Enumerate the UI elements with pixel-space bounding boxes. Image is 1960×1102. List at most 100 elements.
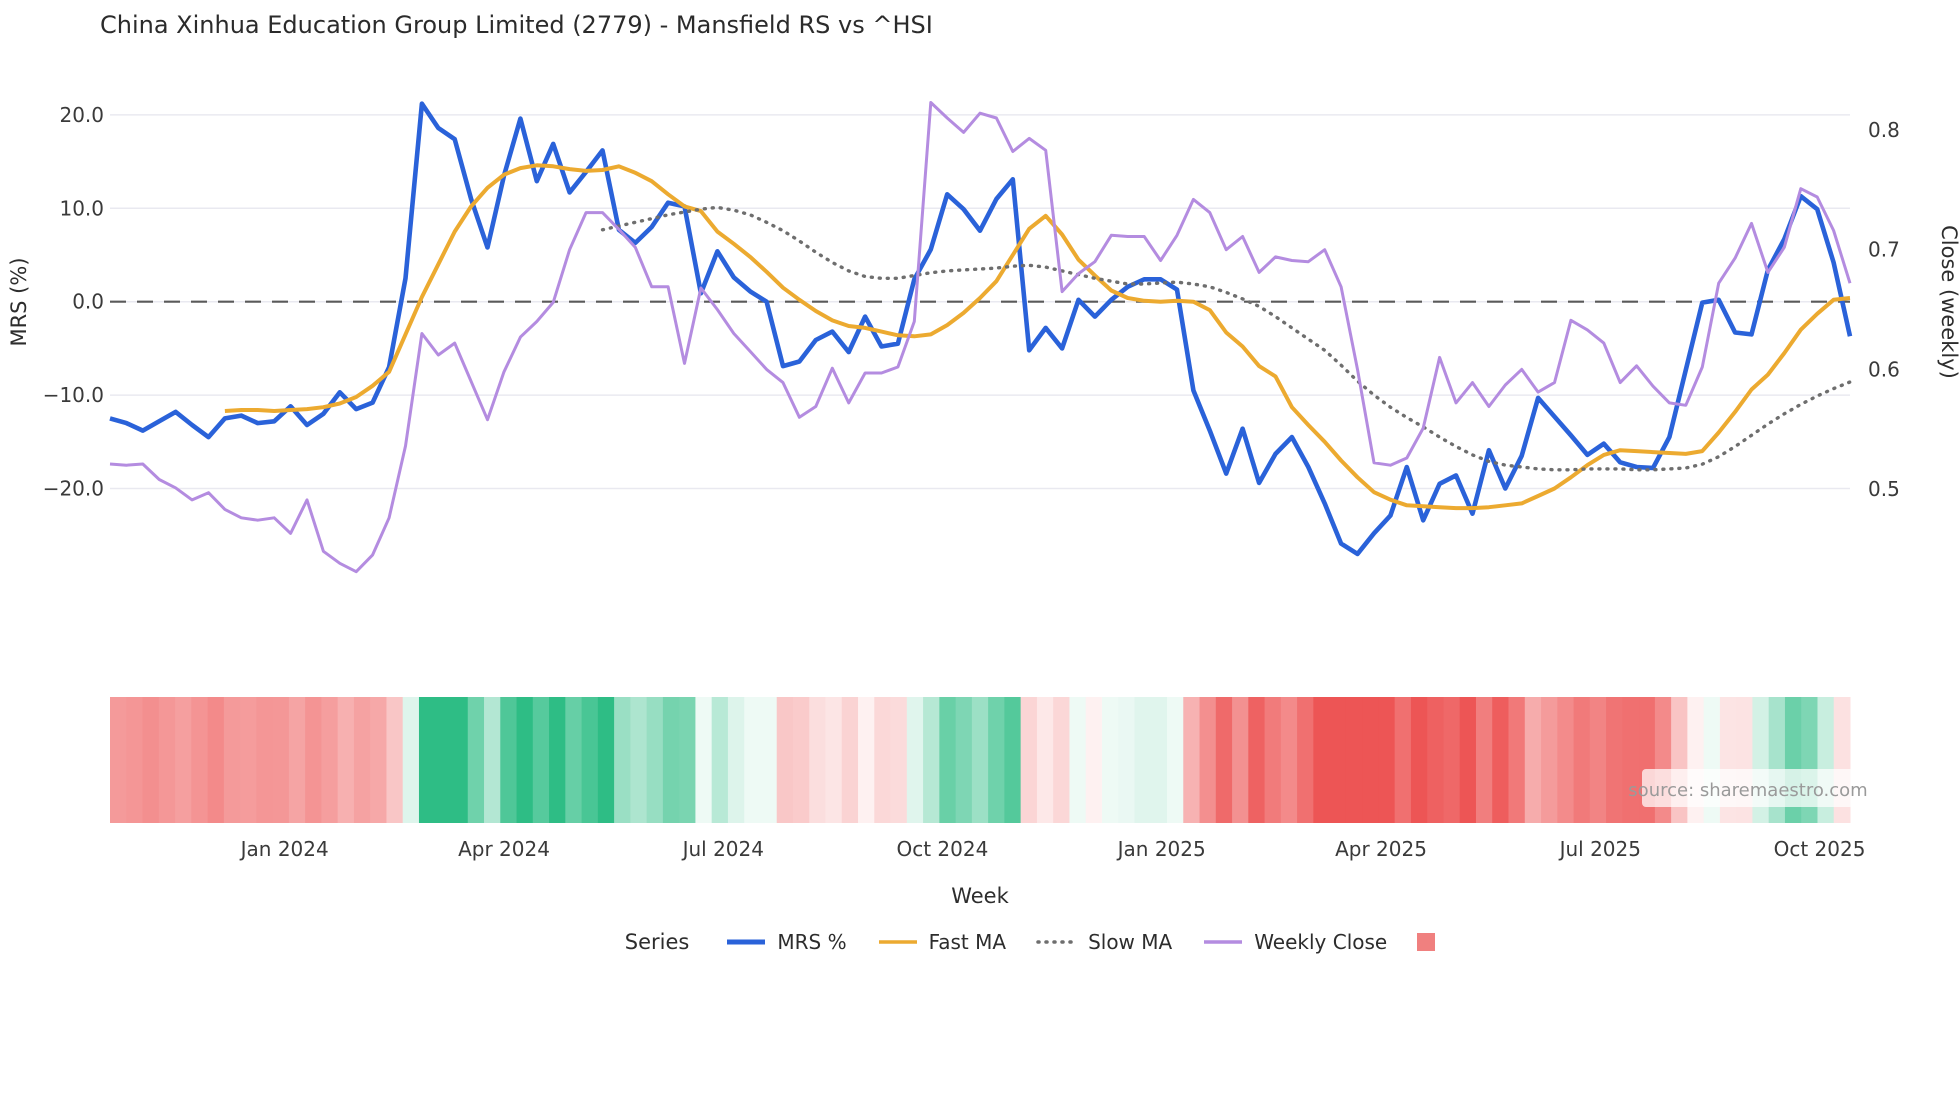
heatmap-cell: [288, 697, 306, 823]
heatmap-cell: [1134, 697, 1152, 823]
heatmap-cell: [1378, 697, 1396, 823]
right-axis-title: Close (weekly): [1937, 225, 1960, 379]
left-tick-label: 20.0: [59, 103, 104, 127]
right-tick-label: 0.6: [1868, 357, 1900, 381]
heatmap-cell: [1573, 697, 1591, 823]
legend-item-label: Fast MA: [928, 930, 1007, 954]
mrs-line: [109, 101, 1853, 557]
x-axis: Jan 2024 Apr 2024 Jul 2024 Oct 2024 Jan 2025…: [239, 837, 1866, 908]
heatmap-cell: [207, 697, 225, 823]
heatmap-cell: [1589, 697, 1607, 823]
heatmap-cell: [1622, 697, 1640, 823]
heatmap-cell: [353, 697, 371, 823]
heatmap-cell: [484, 697, 501, 823]
heatmap-cell: [467, 697, 485, 823]
source-badge-bg: [1642, 769, 1854, 807]
heatmap-cell: [906, 697, 924, 823]
line-swatch-icon: [727, 939, 766, 945]
x-tick-label: Apr 2024: [458, 837, 550, 861]
x-tick-label: Oct 2024: [896, 837, 988, 861]
source-badge: source: sharemaestro.com: [1628, 769, 1868, 807]
heatmap-cell: [744, 697, 761, 823]
heatmap-cell: [223, 697, 241, 823]
legend-item-fast-ma: Fast MA: [877, 930, 1006, 954]
heatmap-cell: [305, 697, 322, 823]
x-tick-label: Oct 2025: [1774, 837, 1866, 861]
heatmap-cell: [386, 697, 404, 823]
heatmap-cell: [1394, 697, 1412, 823]
heatmap-cell: [1475, 697, 1493, 823]
legend-item-label: Slow MA: [1088, 930, 1173, 954]
right-tick-label: 0.5: [1868, 477, 1900, 501]
source-note: source: sharemaestro.com: [1628, 780, 1867, 801]
heatmap-cell: [581, 697, 599, 823]
heatmap-cell: [1459, 697, 1477, 823]
heatmap-cell: [1053, 697, 1070, 823]
heatmap-cell: [418, 697, 436, 823]
heatmap-cell: [1492, 697, 1509, 823]
heatmap-cell: [1020, 697, 1038, 823]
legend-item-label: Weekly Close: [1254, 930, 1388, 954]
x-tick-label: Apr 2025: [1335, 837, 1427, 861]
heatmap-cell: [1004, 697, 1022, 823]
left-axis-title: MRS (%): [7, 257, 31, 346]
heatmap-cell: [597, 697, 615, 823]
x-tick-label: Jul 2025: [1558, 837, 1641, 861]
heatmap-cell: [1362, 697, 1379, 823]
legend-item-slow-ma: Slow MA: [1036, 930, 1172, 954]
heatmap-cell: [1183, 697, 1201, 823]
heatmap-cell: [711, 697, 729, 823]
heatmap-cell: [1297, 697, 1314, 823]
heatmap-cell: [825, 697, 843, 823]
heatmap-cell: [142, 697, 160, 823]
chart-title: China Xinhua Education Group Limited (27…: [100, 11, 933, 39]
x-tick-label: Jul 2024: [681, 837, 764, 861]
heatmap-cell: [1232, 697, 1249, 823]
heatmap-cell: [939, 697, 957, 823]
heatmap-cell: [695, 697, 713, 823]
heatmap-cell: [809, 697, 827, 823]
line-swatch-icon: [1204, 940, 1243, 944]
left-axis: 20.0 10.0 0.0 −10.0 −20.0 MRS (%): [7, 103, 104, 501]
heatmap-cell: [646, 697, 664, 823]
x-tick-label: Jan 2025: [1116, 837, 1206, 861]
heatmap-cell: [614, 697, 631, 823]
heatmap-cell: [256, 697, 274, 823]
heatmap-cell: [1557, 697, 1575, 823]
heatmap-cell: [175, 697, 192, 823]
x-tick-label: Jan 2024: [239, 837, 329, 861]
right-axis: 0.8 0.7 0.6 0.5 Close (weekly): [1868, 118, 1960, 501]
heatmap-swatch-icon: [1417, 933, 1436, 951]
heatmap-cell: [516, 697, 534, 823]
heatmap-cell: [1215, 697, 1233, 823]
heatmap-cell: [402, 697, 420, 823]
heatmap-cell: [565, 697, 583, 823]
heatmap-cell: [1443, 697, 1461, 823]
heatmap-cell: [1199, 697, 1217, 823]
heatmap-cell: [1069, 697, 1087, 823]
mrs-heatmap: [110, 697, 1851, 823]
heatmap-cell: [1101, 697, 1119, 823]
heatmap-cell: [435, 697, 452, 823]
heatmap-cell: [1036, 697, 1054, 823]
heatmap-cell: [988, 697, 1005, 823]
heatmap-cell: [1541, 697, 1558, 823]
heatmap-cell: [1427, 697, 1444, 823]
heatmap-cell: [1167, 697, 1184, 823]
heatmap-cell: [1280, 697, 1298, 823]
heatmap-cell: [662, 697, 680, 823]
left-tick-label: −10.0: [43, 383, 104, 407]
heatmap-cell: [549, 697, 566, 823]
heatmap-cell: [110, 697, 127, 823]
heatmap-cell: [1248, 697, 1266, 823]
weekly-close-line: [109, 101, 1852, 574]
heatmap-cell: [1508, 697, 1526, 823]
x-axis-title: Week: [951, 884, 1009, 908]
heatmap-cell: [240, 697, 257, 823]
legend-item-mrs-: MRS %: [725, 930, 847, 954]
heatmap-cell: [955, 697, 973, 823]
heatmap-cell: [1410, 697, 1428, 823]
right-tick-label: 0.8: [1868, 118, 1900, 142]
